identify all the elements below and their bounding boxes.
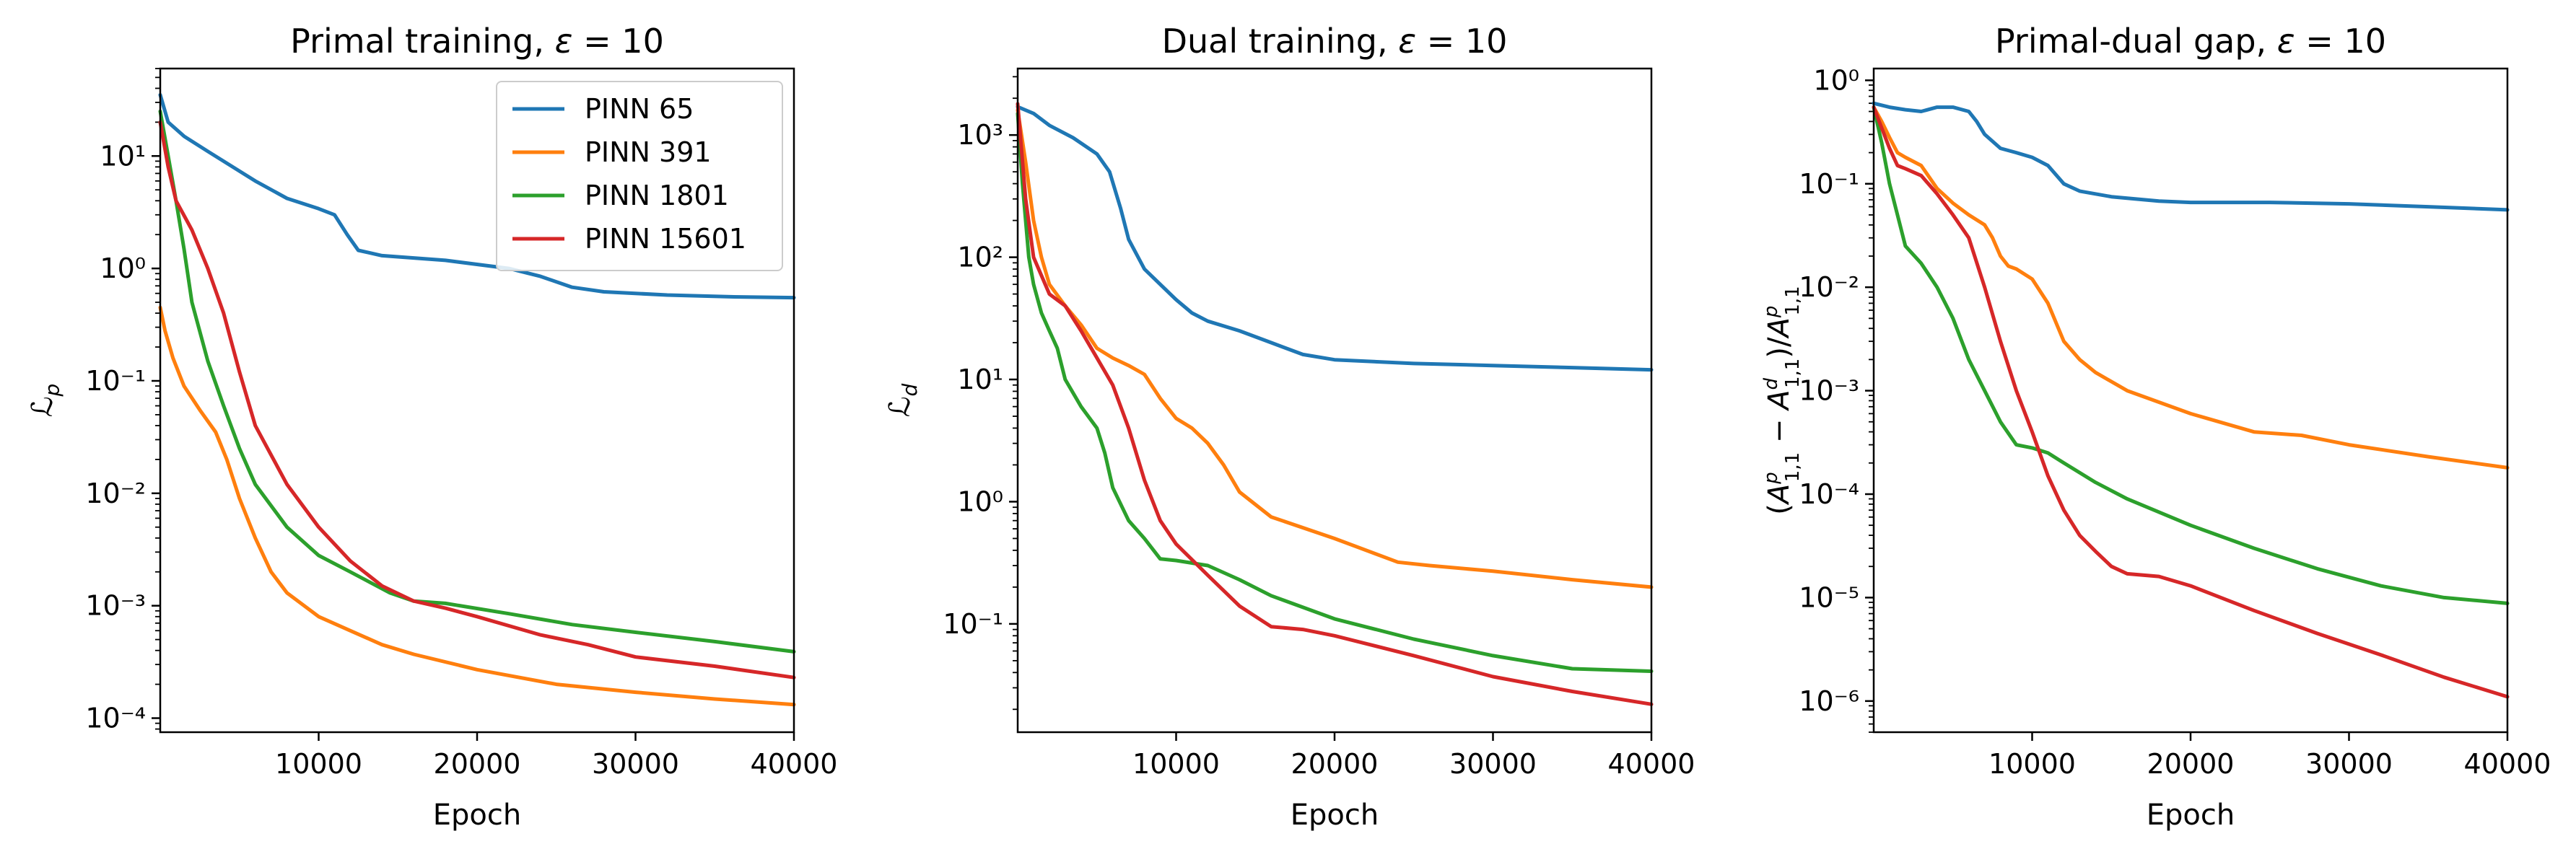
y-tick-label: 10⁻² bbox=[1799, 271, 1859, 303]
x-tick-label: 40000 bbox=[751, 748, 838, 780]
axes-frame bbox=[159, 67, 795, 734]
x-axis-label: Epoch bbox=[433, 799, 521, 832]
y-axis-label-text: ℒd bbox=[883, 383, 922, 417]
plot-area bbox=[1016, 102, 1654, 706]
y-tick-label: 10⁻⁶ bbox=[1799, 685, 1859, 717]
panel-title: Primal-dual gap, ε = 10 bbox=[1995, 22, 2386, 61]
x-axis-label: Epoch bbox=[1291, 799, 1379, 832]
panel-title: Dual training, ε = 10 bbox=[1162, 22, 1508, 61]
primal-dual-gap-panel: Primal-dual gap, ε = 10 Epoch (Ap1,1 − A… bbox=[1760, 22, 2551, 832]
y-tick-label: 10⁻⁴ bbox=[85, 703, 146, 734]
x-tick-label: 20000 bbox=[1291, 748, 1379, 780]
y-axis-label-text: ℒp bbox=[26, 384, 64, 418]
x-tick-label: 30000 bbox=[592, 748, 679, 780]
panel-title: Primal training, ε = 10 bbox=[290, 22, 664, 61]
ticks: 10000 20000 30000 40000 10⁻⁴ 10⁻³ 10⁻² 10⁻¹ 10⁰ 1… bbox=[85, 68, 838, 780]
series-line-pinn-1801 bbox=[1872, 105, 2510, 605]
y-tick-label: 10⁻³ bbox=[1799, 375, 1859, 407]
y-tick-label: 10³ bbox=[957, 119, 1003, 151]
series-line-pinn-1801 bbox=[1016, 111, 1654, 673]
legend-box bbox=[496, 81, 783, 271]
x-tick-label: 20000 bbox=[2147, 748, 2235, 780]
plot-area bbox=[158, 93, 796, 707]
y-tick-label: 10⁰ bbox=[1813, 64, 1859, 96]
y-tick-label: 10⁰ bbox=[957, 485, 1003, 517]
x-tick-label: 10000 bbox=[1988, 748, 2076, 780]
y-tick-label: 10² bbox=[957, 242, 1003, 273]
y-tick-label: 10⁰ bbox=[100, 252, 146, 284]
series-line-pinn-15601 bbox=[1872, 105, 2510, 699]
series-line-pinn-391 bbox=[158, 305, 796, 707]
legend: PINN 65 PINN 391 PINN 1801 PINN 15601 bbox=[496, 81, 783, 271]
y-axis-label-text: (Ap1,1 − Ad1,1)/Ap1,1 bbox=[1760, 286, 1804, 514]
x-tick-label: 30000 bbox=[2305, 748, 2393, 780]
x-tick-label: 10000 bbox=[1132, 748, 1220, 780]
y-axis-label: (Ap1,1 − Ad1,1)/Ap1,1 bbox=[1760, 286, 1804, 514]
y-tick-label: 10¹ bbox=[100, 140, 146, 172]
y-tick-label: 10⁻¹ bbox=[85, 365, 146, 397]
axes-frame bbox=[1016, 67, 1653, 734]
x-tick-label: 30000 bbox=[1449, 748, 1537, 780]
y-tick-label: 10⁻¹ bbox=[943, 608, 1003, 640]
series-line-pinn-65 bbox=[1016, 105, 1654, 372]
x-tick-label: 40000 bbox=[1608, 748, 1695, 780]
legend-label: PINN 1801 bbox=[585, 180, 729, 211]
y-tick-label: 10⁻¹ bbox=[1799, 168, 1859, 200]
series-line-pinn-1801 bbox=[158, 109, 796, 654]
series-line-pinn-391 bbox=[1872, 105, 2510, 470]
series-line-pinn-391 bbox=[1016, 108, 1654, 589]
y-tick-label: 10⁻² bbox=[85, 478, 146, 509]
y-tick-label: 10⁻⁴ bbox=[1799, 478, 1859, 510]
legend-label: PINN 65 bbox=[585, 93, 694, 125]
plot-area bbox=[1872, 101, 2510, 699]
series-line-pinn-15601 bbox=[1016, 102, 1654, 706]
y-tick-label: 10⁻³ bbox=[85, 590, 146, 622]
axes-frame bbox=[1872, 67, 2509, 734]
series-line-pinn-15601 bbox=[158, 120, 796, 680]
ticks: 10000 20000 30000 40000 10⁻¹ 10⁰ 10¹ 10² 10³ bbox=[943, 76, 1695, 780]
ticks: 10000 20000 30000 40000 10⁻⁶ 10⁻⁵ 10⁻⁴ 10⁻³ 10⁻²… bbox=[1799, 64, 2551, 780]
x-tick-label: 40000 bbox=[2464, 748, 2551, 780]
primal-training-panel: Primal training, ε = 10 Epoch ℒp 10000 20… bbox=[26, 22, 837, 832]
y-tick-label: 10⁻⁵ bbox=[1799, 581, 1859, 613]
x-tick-label: 20000 bbox=[434, 748, 521, 780]
dual-training-panel: Dual training, ε = 10 Epoch ℒd 10000 2000… bbox=[883, 22, 1695, 832]
y-axis-label: ℒp bbox=[26, 384, 64, 418]
x-axis-label: Epoch bbox=[2147, 799, 2235, 832]
series-line-pinn-65 bbox=[1872, 101, 2510, 212]
y-tick-label: 10¹ bbox=[957, 364, 1003, 395]
x-tick-label: 10000 bbox=[275, 748, 362, 780]
legend-label: PINN 15601 bbox=[585, 223, 746, 255]
legend-label: PINN 391 bbox=[585, 136, 712, 168]
y-axis-label: ℒd bbox=[883, 383, 922, 417]
series-line-pinn-65 bbox=[158, 93, 796, 300]
